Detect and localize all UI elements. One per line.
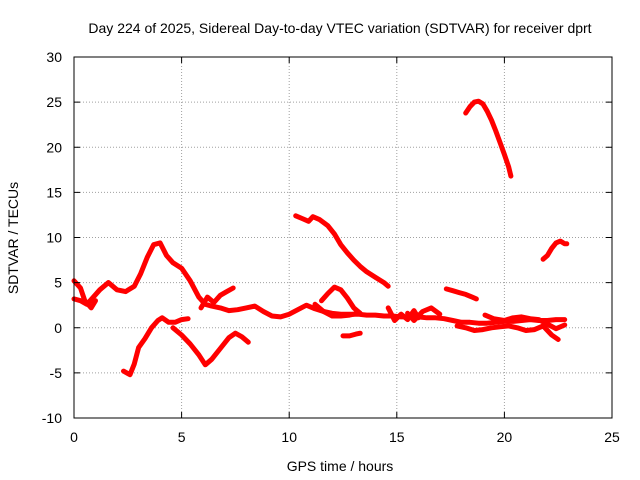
y-tick-label: 5	[54, 275, 62, 291]
x-tick-label: 5	[178, 429, 186, 445]
y-tick-label: -5	[50, 365, 63, 381]
series-track-2	[71, 278, 98, 311]
x-tick-label: 20	[497, 429, 513, 445]
x-tick-label: 0	[70, 429, 78, 445]
series-track-8	[312, 301, 361, 319]
series-track-7	[319, 284, 363, 316]
x-axis-label: GPS time / hours	[287, 458, 394, 474]
series-track-4	[170, 325, 251, 368]
y-tick-label: 20	[46, 139, 62, 155]
series-track-16	[385, 305, 421, 323]
axis-ticks: 0 5 10 15 20 25 -10 -5 0 5 10 15 20 25 30	[42, 49, 620, 445]
series-track-13	[482, 312, 568, 332]
y-axis-label: SDTVAR / TECUs	[5, 182, 21, 294]
y-tick-label: 25	[46, 94, 62, 110]
series-track-12	[540, 238, 570, 262]
y-tick-label: 0	[54, 320, 62, 336]
y-tick-label: 10	[46, 230, 62, 246]
series-track-5	[198, 285, 236, 311]
x-tick-label: 10	[281, 429, 297, 445]
y-tick-label: -10	[42, 410, 62, 426]
y-tick-label: 30	[46, 49, 62, 65]
series-track-3	[121, 315, 191, 378]
plot-frame	[73, 56, 613, 419]
chart-title: Day 224 of 2025, Sidereal Day-to-day VTE…	[88, 20, 591, 36]
x-tick-label: 25	[604, 429, 620, 445]
series-track-11	[463, 98, 514, 179]
series-track-6	[293, 213, 391, 289]
grid	[74, 57, 612, 418]
series-track-15	[405, 305, 443, 323]
y-tick-label: 15	[46, 184, 62, 200]
series-track-14	[454, 323, 561, 342]
x-tick-label: 15	[389, 429, 405, 445]
series-track-1	[71, 240, 568, 326]
series-track-9	[340, 330, 363, 339]
series-track-10	[443, 286, 479, 302]
data-series	[71, 98, 570, 378]
